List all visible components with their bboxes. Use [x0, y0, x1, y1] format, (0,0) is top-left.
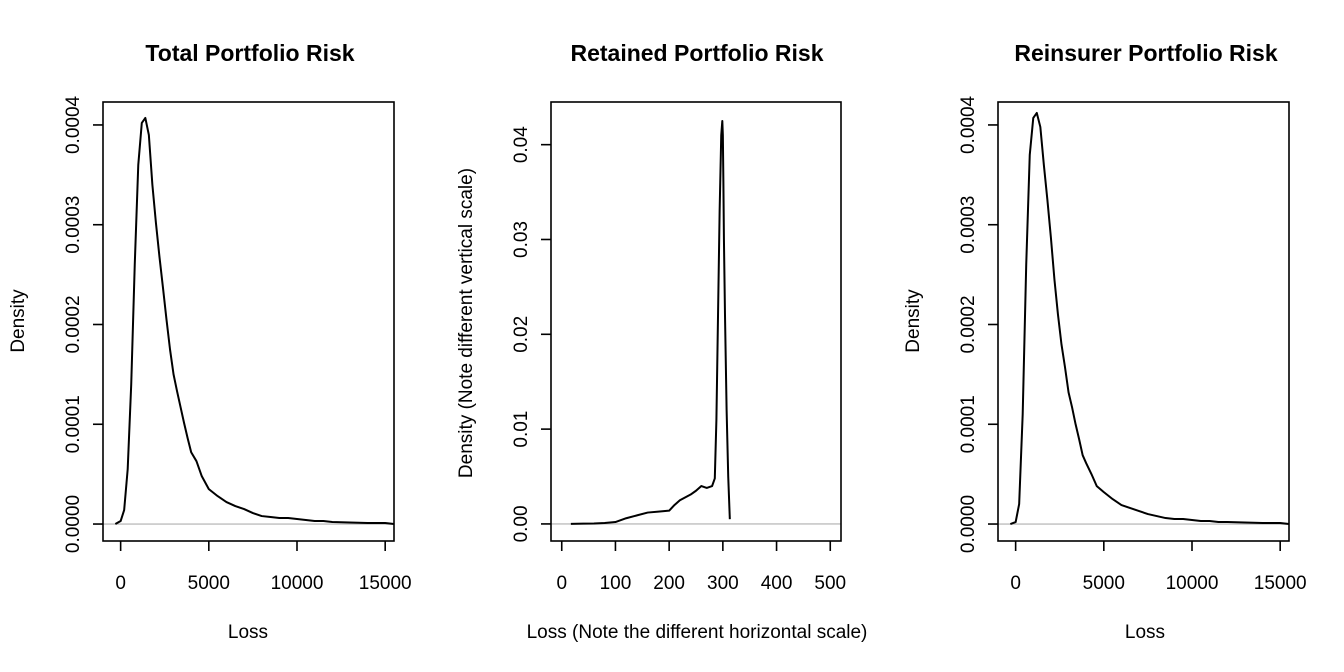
y-tick-label: 0.03: [511, 221, 532, 258]
panel-reinsurer-portfolio-risk: Reinsurer Portfolio Risk 0 5000 10000 15000…: [903, 40, 1307, 643]
y-tick-label: 0.01: [511, 411, 532, 448]
y-tick-label: 0.0003: [63, 196, 84, 254]
x-tick-label: 300: [707, 573, 739, 594]
density-line: [1009, 111, 1290, 526]
plot-frame: [550, 101, 842, 542]
x-tick-label: 5000: [1083, 573, 1125, 594]
y-tick-label: 0.00: [511, 505, 532, 542]
x-tick-label: 10000: [271, 573, 324, 594]
y-tick-label: 0.0002: [958, 295, 979, 353]
panel-total-portfolio-risk: Total Portfolio Risk 0 5000 10000 15000 0.0…: [8, 40, 412, 643]
x-tick-label: 100: [600, 573, 632, 594]
y-tick-label: 0.0003: [958, 196, 979, 254]
x-tick-label: 10000: [1166, 573, 1219, 594]
y-tick-label: 0.0000: [958, 495, 979, 553]
x-tick-label: 0: [1010, 573, 1021, 594]
chart-title: Retained Portfolio Risk: [570, 40, 823, 66]
y-tick-label: 0.0000: [63, 495, 84, 553]
density-line: [114, 116, 395, 526]
x-tick-label: 15000: [1254, 573, 1307, 594]
x-axis-title: Loss: [228, 622, 268, 643]
y-axis-title: Density (Note different vertical scale): [456, 168, 477, 478]
y-axis-title: Density: [8, 289, 29, 353]
y-tick-label: 0.0004: [958, 95, 979, 154]
x-tick-label: 15000: [359, 573, 412, 594]
chart-title: Reinsurer Portfolio Risk: [1014, 40, 1277, 66]
y-tick-label: 0.0002: [63, 295, 84, 353]
plot-frame: [102, 101, 395, 542]
plot-frame: [997, 101, 1290, 542]
panel-retained-portfolio-risk: Retained Portfolio Risk 0 100 200 300 400 500…: [456, 40, 867, 643]
chart-title: Total Portfolio Risk: [145, 40, 354, 66]
y-tick-label: 0.0001: [958, 395, 979, 453]
x-axis-title: Loss: [1125, 622, 1165, 643]
x-tick-label: 200: [653, 573, 685, 594]
y-tick-label: 0.04: [511, 126, 532, 163]
density-line: [570, 119, 731, 525]
y-tick-label: 0.02: [511, 316, 532, 353]
y-tick-label: 0.0004: [63, 95, 84, 154]
y-tick-label: 0.0001: [63, 395, 84, 453]
y-axis-title: Density: [903, 289, 924, 353]
x-tick-label: 5000: [188, 573, 230, 594]
x-tick-label: 0: [556, 573, 567, 594]
x-axis-title: Loss (Note the different horizontal scal…: [527, 622, 868, 643]
x-tick-label: 400: [761, 573, 793, 594]
x-tick-label: 500: [814, 573, 846, 594]
x-tick-label: 0: [115, 573, 126, 594]
